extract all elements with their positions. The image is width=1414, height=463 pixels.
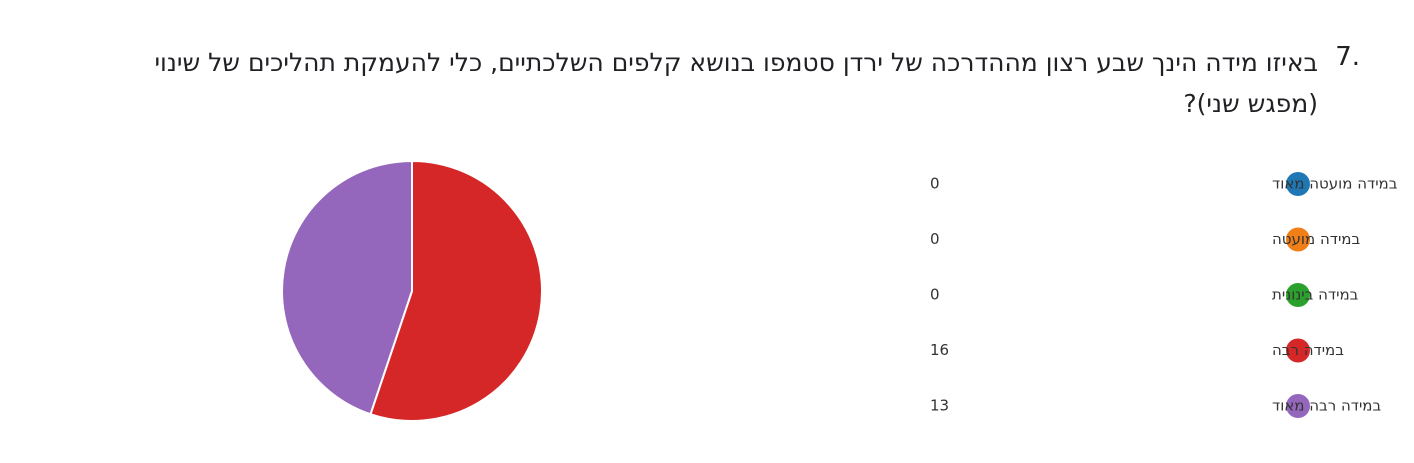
legend-swatch xyxy=(1286,227,1310,252)
legend-swatch xyxy=(1286,394,1310,418)
legend-value: 16 xyxy=(930,341,949,359)
legend-value: 0 xyxy=(930,230,940,248)
legend-label: במידה רבה xyxy=(1272,341,1344,359)
legend-value: 13 xyxy=(930,397,949,415)
legend-label: במידה מועטה מאוד xyxy=(1272,175,1398,193)
legend-label: במידה מועטה xyxy=(1272,230,1360,248)
pie-slice xyxy=(281,159,413,416)
legend-swatch xyxy=(1286,283,1310,307)
legend-swatch xyxy=(1286,172,1310,196)
legend-swatch xyxy=(1286,338,1310,363)
chart-title: באיזו מידה הינך שבע רצון מההדרכה של ירדן… xyxy=(154,48,1318,118)
pie-slice xyxy=(369,159,543,422)
legend-label: במידה בינונית xyxy=(1272,286,1359,304)
question-number: 7. xyxy=(1335,42,1360,72)
legend-label: במידה רבה מאוד xyxy=(1272,397,1381,415)
legend-value: 0 xyxy=(930,286,940,304)
legend-value: 0 xyxy=(930,175,940,193)
